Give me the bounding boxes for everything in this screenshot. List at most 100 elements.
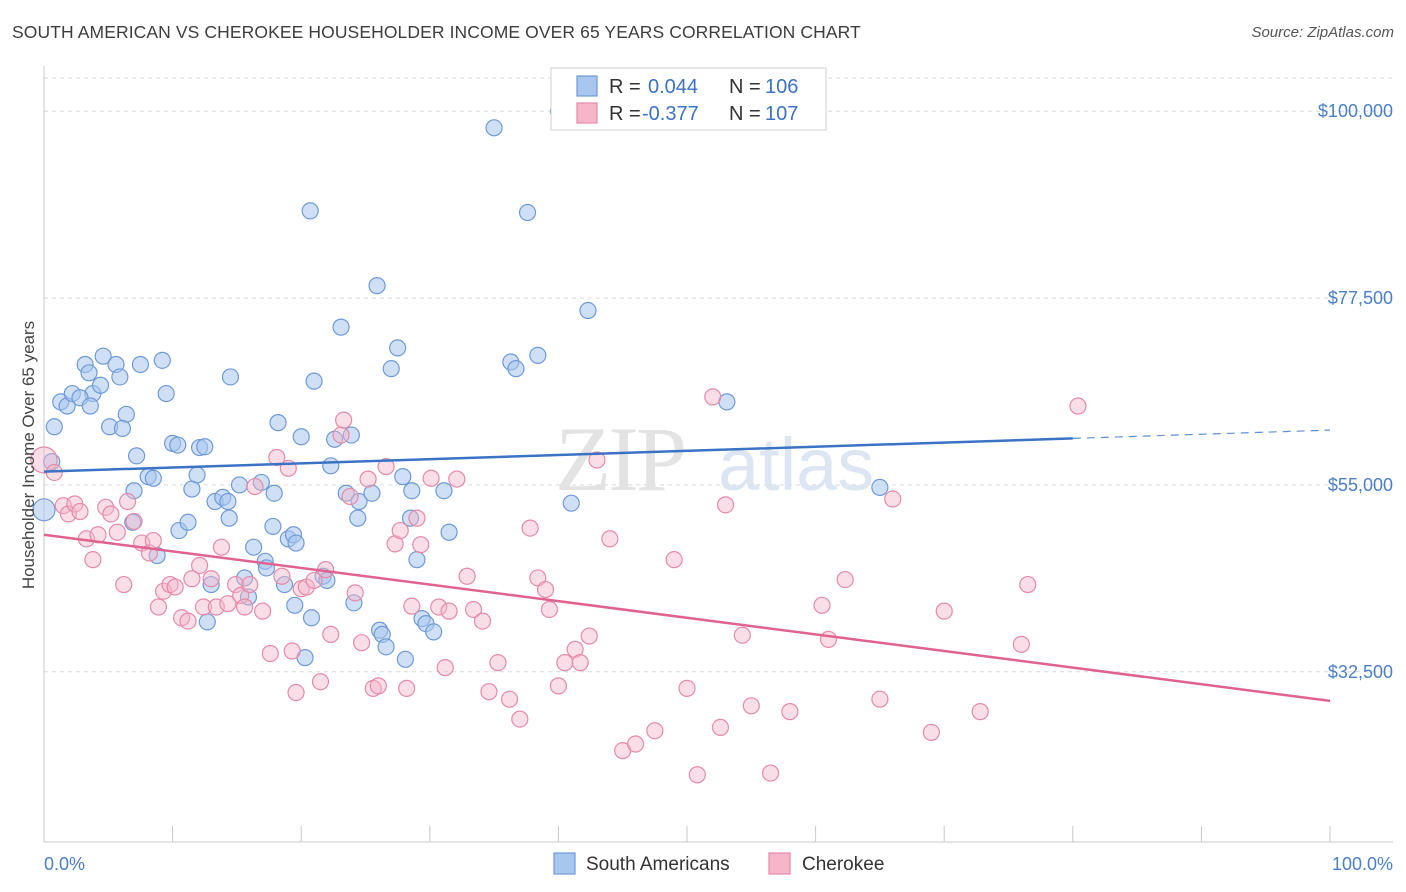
cherokee-point — [489, 654, 507, 672]
south-americans-point — [518, 203, 537, 222]
cherokee-point — [556, 654, 574, 672]
cherokee-point — [813, 596, 831, 614]
south-americans-point — [153, 351, 171, 369]
south-americans-point — [202, 575, 220, 594]
south-americans-point — [91, 376, 110, 394]
chart-title: SOUTH AMERICAN VS CHEROKEE HOUSEHOLDER I… — [12, 22, 861, 42]
cherokee-point — [125, 512, 143, 531]
south-americans-point — [332, 318, 350, 336]
cherokee-point — [922, 723, 940, 741]
cherokee-point — [273, 567, 291, 585]
cherokee-point — [704, 388, 722, 406]
south-americans-point — [507, 360, 525, 378]
legend-r-value: -0.377 — [642, 103, 699, 125]
south-americans-point — [188, 466, 206, 484]
cherokee-point — [227, 575, 245, 594]
cherokee-trend-line — [43, 533, 1331, 703]
cherokee-point — [353, 634, 371, 652]
south-americans-point — [196, 438, 214, 456]
cherokee-point — [646, 722, 664, 740]
legend-swatch-south-americans — [553, 852, 576, 875]
south-americans-point — [220, 509, 238, 527]
legend-n-value: 106 — [765, 76, 798, 98]
south-americans-point — [81, 397, 99, 415]
cherokee-point — [448, 470, 466, 488]
south-americans-point — [265, 484, 283, 502]
south-americans-point — [349, 509, 367, 527]
cherokee-point — [711, 718, 730, 737]
cherokee-point — [412, 536, 430, 554]
south-americans-point — [127, 447, 146, 465]
cherokee-point — [268, 448, 286, 467]
cherokee-point — [871, 690, 889, 708]
cherokee-point — [836, 570, 854, 589]
cherokee-point — [511, 710, 529, 728]
legend-label-cherokee: Cherokee — [802, 854, 884, 875]
cherokee-point — [781, 703, 799, 721]
cherokee-point — [254, 602, 272, 620]
south-americans-point — [124, 513, 142, 531]
x-tick-label-max: 100.0% — [1332, 854, 1393, 874]
series-legend: South Americans Cherokee — [553, 852, 884, 875]
cherokee-point — [549, 677, 568, 695]
legend-r-label: R = — [609, 76, 641, 98]
south-americans-point — [396, 650, 414, 668]
cherokee-point — [716, 496, 735, 514]
cherokee-point — [346, 584, 364, 602]
cherokee-point — [440, 602, 458, 620]
watermark-zip: ZIP — [555, 408, 684, 510]
cherokee-point — [742, 697, 760, 715]
cherokee-points — [30, 388, 1087, 784]
cherokee-point — [398, 679, 416, 697]
cherokee-point — [102, 505, 120, 523]
cherokee-point — [408, 509, 426, 527]
cherokee-point — [149, 598, 168, 616]
y-axis-label: Householder Income Over 65 years — [19, 321, 38, 589]
legend-swatch-pink — [576, 102, 598, 124]
x-tick-label-min: 0.0% — [44, 854, 85, 874]
south-americans-point — [562, 494, 580, 512]
y-tick-label: $55,000 — [1328, 475, 1393, 495]
cherokee-point — [236, 598, 254, 616]
cherokee-point — [377, 458, 395, 476]
cherokee-point — [108, 523, 126, 541]
cherokee-point — [884, 490, 902, 508]
watermark: ZIP atlas — [555, 408, 874, 510]
y-tick-label: $32,500 — [1328, 662, 1393, 682]
cherokee-point — [183, 570, 201, 588]
cherokee-point — [678, 679, 696, 697]
south-americans-point — [368, 277, 386, 295]
cherokee-point — [369, 677, 387, 695]
y-tick-labels: $32,500 $55,000 $77,500 $100,000 — [1318, 101, 1393, 682]
south-americans-point — [169, 436, 187, 454]
south-americans-point — [401, 509, 420, 527]
south-americans-point — [32, 498, 56, 522]
cherokee-point — [761, 764, 780, 782]
cherokee-point — [241, 575, 259, 594]
south-americans-point — [144, 469, 162, 487]
cherokee-point — [480, 683, 498, 701]
south-americans-point — [117, 405, 135, 423]
legend-r-value: 0.044 — [648, 76, 698, 98]
legend-n-label: N = — [729, 76, 761, 98]
cherokee-point — [464, 600, 483, 619]
cherokee-point — [500, 690, 519, 708]
cherokee-point — [819, 630, 838, 648]
south-americans-point — [80, 364, 98, 382]
cherokee-point — [287, 683, 305, 702]
cherokee-point — [144, 531, 162, 550]
south-americans-point — [425, 623, 443, 641]
legend-n-label: N = — [729, 103, 761, 125]
cherokee-point — [246, 477, 264, 496]
south-americans-point — [579, 301, 597, 320]
cherokee-point — [261, 644, 279, 663]
cherokee-point — [359, 470, 377, 488]
south-americans-point — [245, 538, 263, 556]
south-americans-trend-extension — [1072, 429, 1331, 440]
south-americans-point — [871, 478, 889, 497]
cherokee-point — [212, 538, 231, 556]
south-americans-point — [301, 202, 319, 220]
south-americans-point — [219, 492, 237, 511]
trend-lines — [43, 429, 1331, 703]
